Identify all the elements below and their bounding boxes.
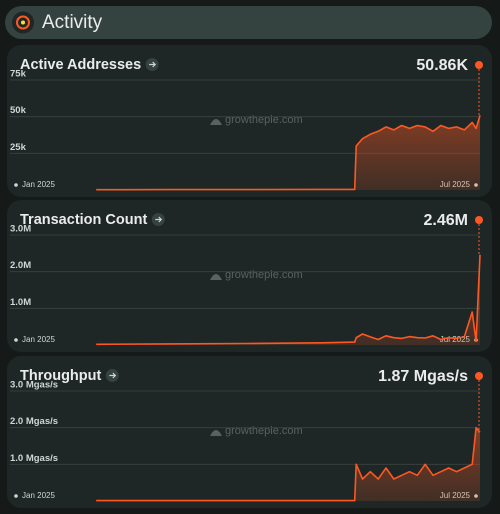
watermark: growthepie.com [225,114,303,126]
current-dot [475,372,483,380]
x-tick-label: Jan 2025 [22,335,55,344]
chart-title: Active Addresses [20,57,141,73]
area-fill [96,427,480,501]
y-tick-label: 1.0 Mgas/s [10,453,58,464]
expand-arrow [109,372,117,379]
y-tick-label: 75k [10,69,27,80]
current-value: 50.86K [416,57,468,74]
series-line [96,254,481,346]
section-header [5,6,492,39]
watermark: growthepie.com [225,425,303,437]
y-tick-label: 3.0M [10,224,31,235]
series-line [96,115,481,191]
header-icon-dot [21,20,25,25]
x-tick-dot [14,494,18,498]
x-tick-label: Jan 2025 [22,491,55,500]
x-tick-pill [12,490,62,502]
series-line [96,426,481,502]
watermark-logo [210,430,222,436]
x-tick-label: Jan 2025 [22,180,55,189]
chart-title: Transaction Count [20,212,147,228]
x-tick-dot [14,338,18,342]
watermark-logo [210,274,222,280]
area-fill [96,115,480,190]
x-tick-pill [12,179,62,191]
y-tick-label: 25k [10,142,27,153]
current-dot [475,216,483,224]
y-tick-label: 1.0M [10,297,31,308]
watermark: growthepie.com [225,269,303,281]
header-icon-ring [16,15,30,30]
x-tick-pill [12,334,62,346]
chart-title: Throughput [20,368,102,384]
y-tick-label: 50k [10,105,27,116]
chart-card [7,356,492,508]
watermark-logo [210,119,222,125]
expand-arrow [155,216,163,223]
current-dot [475,61,483,69]
current-value: 1.87 Mgas/s [378,368,468,385]
expand-arrow [149,61,157,68]
section-title: Activity [42,12,103,33]
current-value: 2.46M [424,212,468,229]
x-tick-dot [14,183,18,187]
chart-card [7,200,492,352]
y-tick-label: 2.0 Mgas/s [10,416,58,427]
y-tick-label: 3.0 Mgas/s [10,380,58,391]
y-tick-label: 2.0M [10,260,31,271]
